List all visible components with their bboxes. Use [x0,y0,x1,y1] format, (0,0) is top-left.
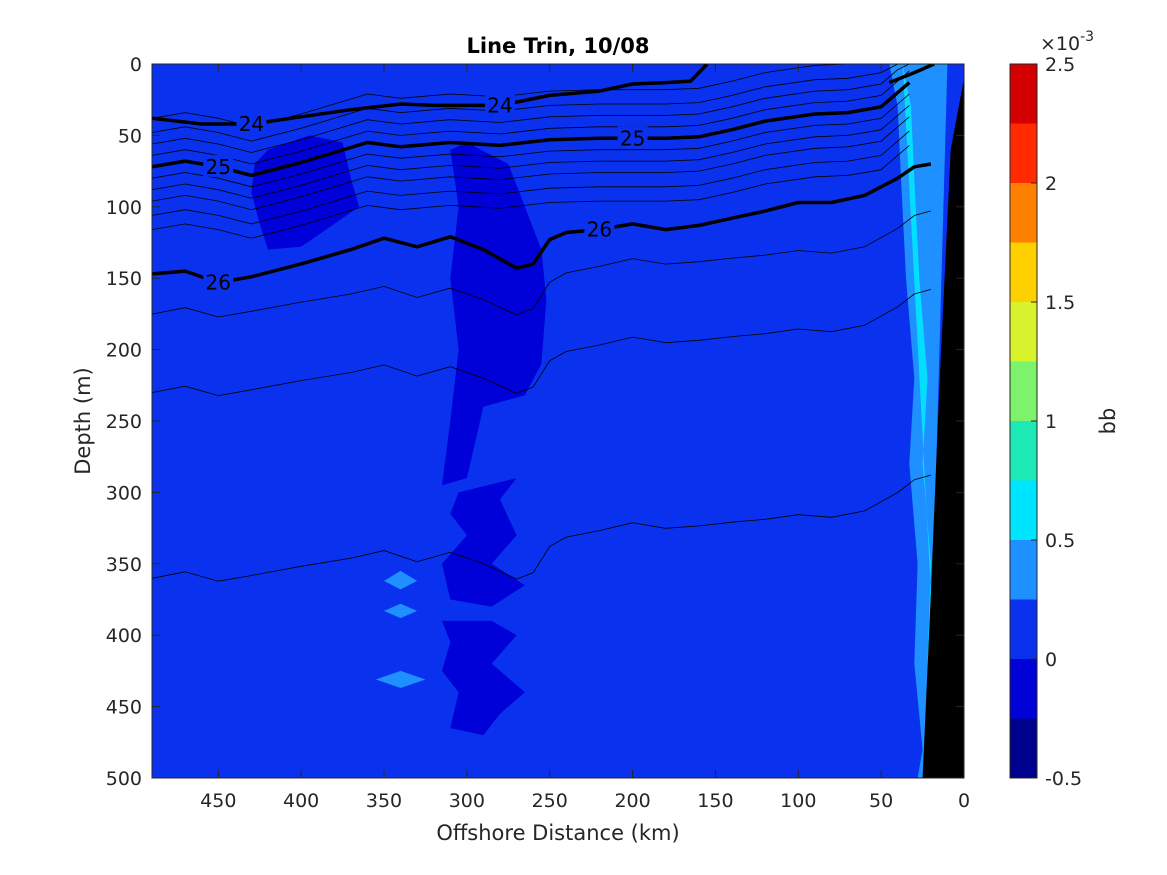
thin-isopycnal-5 [152,105,910,199]
colorbar-ticks: -0.5 0 0.5 1 1.5 2 2.5 [1031,54,1082,790]
isopycnal-label-2-0: 25 [206,155,231,179]
colorbar-cell-2 [1010,599,1037,659]
y-axis: 0 50 100 150 200 250 300 350 400 450 500 [106,54,964,790]
colorbar-cells [1010,64,1037,778]
thin-isopycnal-2 [152,64,910,153]
colorbar-cell-5 [1010,421,1037,481]
colorbar-exponent-base: ×10 [1040,33,1080,55]
colorbar: -0.5 0 0.5 1 1.5 2 2.5 ×10-3 bb [1009,29,1120,790]
thin-isopycnal-1 [152,64,910,142]
shelf-band-high-bb [889,64,948,778]
y-tick-label-2: 100 [106,197,142,219]
isopycnal-label-bg-0-0 [236,111,267,134]
deep-isopycnal-1 [152,289,932,397]
anomaly-low-0 [251,135,360,250]
colorbar-cell-0 [1010,718,1037,778]
thin-isopycnal-3 [152,70,910,165]
isopycnal-24-1 [888,64,935,85]
isopycnal-label-bg-2-1 [617,126,648,149]
anomaly-high-5 [384,603,418,619]
anomaly-high-4 [384,570,418,590]
x-tick-label-9: 0 [958,790,970,812]
colorbar-cell-10 [1010,123,1037,183]
plot-area: 24 24 25 25 26 26 [151,63,965,779]
colorbar-cell-4 [1010,480,1037,540]
y-tick-label-8: 400 [106,625,142,647]
anomaly-low-2 [442,478,525,607]
colorbar-cell-8 [1010,242,1037,302]
isopycnal-26-3 [152,162,932,285]
thin-isopycnal-6 [152,116,910,211]
y-tick-label-0: 0 [130,54,142,76]
colorbar-cell-9 [1010,183,1037,243]
thin-isopycnal-4 [152,93,910,188]
thin-isopycnal-8 [152,145,910,239]
colorbar-exponent-power: -3 [1080,29,1094,45]
colorbar-tick-label-4: 1.5 [1045,292,1075,314]
x-tick-label-2: 350 [366,790,402,812]
y-tick-label-1: 50 [118,125,142,147]
colorbar-cell-11 [1010,64,1037,124]
isopycnal-label-bg-2-0 [203,154,234,177]
isopycnal-label-0-1: 24 [487,93,512,117]
anomaly-low-3 [442,620,525,736]
colorbar-cell-7 [1010,302,1037,362]
deep-isopycnal-2 [152,474,932,582]
x-tick-label-5: 200 [614,790,650,812]
contour-layer: 24 24 25 25 26 26 [152,64,935,582]
y-tick-label-5: 250 [106,411,142,433]
isopycnal-label-bg-0-1 [485,93,515,116]
y-tick-label-7: 350 [106,554,142,576]
colorbar-tick-label-3: 1 [1045,411,1057,433]
seafloor [922,78,964,778]
x-tick-label-3: 300 [449,790,485,812]
colorbar-tick-label-6: 2.5 [1045,54,1075,76]
x-tick-label-8: 50 [869,790,893,812]
colorbar-tick-label-2: 0.5 [1045,530,1075,552]
isopycnal-label-bg-3-1 [584,217,615,240]
x-axis-label: Offshore Distance (km) [436,821,679,845]
colorbar-cell-1 [1010,659,1037,719]
y-tick-label-6: 300 [106,482,142,504]
field-layer [251,64,964,778]
y-tick-label-4: 200 [106,340,142,362]
shelf-band-peak-bb [902,64,941,778]
anomaly-low-1 [442,142,547,486]
chart-title: Line Trin, 10/08 [466,34,649,58]
colorbar-label: bb [1096,408,1120,435]
isopycnal-24-0 [152,64,709,126]
x-axis: 450 400 350 300 250 200 150 100 50 0 [200,64,970,812]
x-tick-label-0: 450 [200,790,236,812]
y-tick-label-10: 500 [106,768,142,790]
isopycnal-label-2-1: 25 [620,126,645,150]
colorbar-cell-3 [1010,540,1037,600]
colorbar-exponent: ×10-3 [1040,29,1094,55]
isopycnal-label-3-1: 26 [587,218,612,242]
thin-isopycnal-7 [152,130,910,225]
y-tick-label-9: 450 [106,697,142,719]
anomaly-high-6 [375,670,426,688]
isopycnal-25-2 [152,81,911,178]
colorbar-cell-6 [1010,361,1037,421]
x-tick-label-1: 400 [283,790,319,812]
y-axis-label: Depth (m) [71,367,95,474]
x-tick-label-6: 150 [697,790,733,812]
isopycnal-label-0-0: 24 [239,112,264,136]
deep-isopycnal-0 [152,210,932,318]
x-tick-label-7: 100 [780,790,816,812]
colorbar-tick-label-0: -0.5 [1045,768,1082,790]
colorbar-tick-label-1: 0 [1045,649,1057,671]
isopycnal-label-bg-3-0 [203,270,234,293]
colorbar-tick-label-5: 2 [1045,173,1057,195]
x-tick-label-4: 250 [532,790,568,812]
isopycnal-label-3-0: 26 [206,270,231,294]
y-tick-label-3: 150 [106,268,142,290]
